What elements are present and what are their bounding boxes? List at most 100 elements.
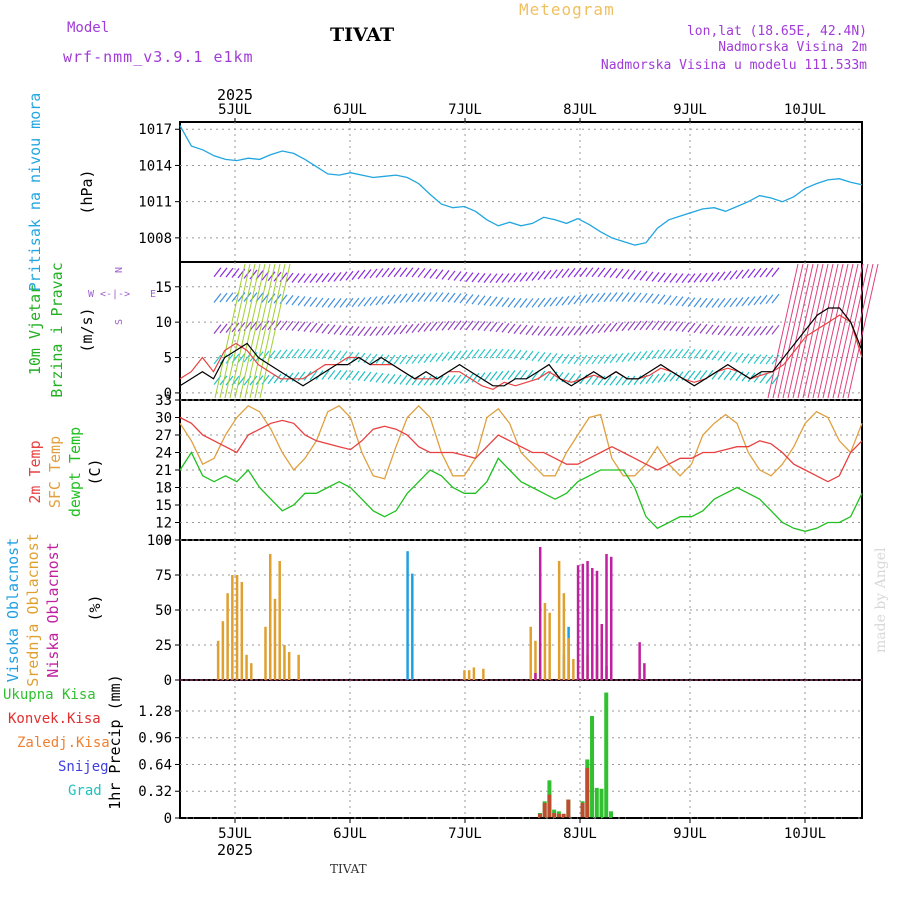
- wind-barb: [681, 273, 690, 284]
- wind-barb: [645, 320, 654, 331]
- precip-bar-total: [594, 787, 599, 818]
- temp-sfc-label: SFC Temp: [46, 436, 64, 508]
- wind-barb: [417, 353, 426, 364]
- wind-barb: [615, 353, 624, 363]
- wind-barb: [291, 295, 300, 306]
- wind-barb: [639, 292, 648, 303]
- wind-barb: [465, 272, 474, 282]
- wind-barb: [579, 354, 588, 365]
- temp-unit-label: (C): [86, 458, 104, 485]
- wind-barb: [423, 322, 432, 332]
- wind-barb: [627, 269, 636, 280]
- lonlat-text: lon,lat (18.65E, 42.4N): [686, 24, 867, 39]
- cloud-bar-low: [638, 642, 641, 680]
- wind-barb: [447, 270, 456, 281]
- precip-legend-item: Ukupna Kisa: [3, 687, 96, 703]
- wind-barb: [621, 352, 630, 363]
- wind-barb: [369, 372, 378, 382]
- top-day-label: 7JUL: [448, 102, 482, 118]
- wind-barb: [477, 272, 486, 283]
- cloud-bar-mid: [231, 575, 234, 680]
- cloud-bar-mid: [216, 640, 220, 680]
- wind-barb: [375, 326, 384, 336]
- wind-barb: [543, 269, 552, 280]
- wind-barb: [327, 369, 336, 380]
- wind-barb: [279, 320, 288, 331]
- wind-barb: [357, 297, 366, 307]
- wind-barb: [687, 297, 696, 307]
- wind-barb: [435, 352, 444, 362]
- wind-barb: [579, 325, 588, 335]
- wind-barb: [351, 326, 360, 336]
- wind-speed-line: [179, 307, 863, 387]
- wind-barb: [327, 324, 336, 335]
- wind-barb: [261, 350, 270, 361]
- wind-barb-strong: [244, 263, 276, 399]
- wind-barb: [585, 267, 594, 278]
- precip-ytick-label: 0.32: [138, 784, 172, 800]
- wind-barb-strong: [234, 263, 266, 399]
- wind-barb: [225, 292, 234, 303]
- cloud-ytick-label: 75: [155, 568, 172, 584]
- wind-barb: [405, 323, 414, 334]
- wind-barb: [381, 373, 390, 384]
- wind-barb: [441, 375, 450, 386]
- wind-barb: [297, 321, 306, 332]
- top-day-label: 8JUL: [563, 102, 597, 118]
- wind-barb-strong: [822, 263, 854, 399]
- wind-barb: [555, 268, 564, 279]
- cloud-bar-mid: [245, 654, 248, 680]
- wind-barb: [693, 349, 702, 359]
- wind-barb: [411, 354, 420, 364]
- wind-barb: [717, 271, 726, 282]
- precip-bar-convective: [580, 802, 585, 818]
- wind-barb: [483, 273, 492, 283]
- wind-barb: [297, 296, 306, 306]
- wind-barb: [513, 272, 522, 283]
- wind-barb: [735, 269, 744, 280]
- wind-barb: [579, 294, 588, 304]
- page-title: TIVAT: [330, 24, 395, 46]
- wind-barb: [543, 297, 552, 308]
- wind-barb: [693, 323, 702, 334]
- wind-barb: [405, 292, 414, 303]
- wind-barb: [411, 267, 420, 278]
- wind-barb: [651, 320, 660, 331]
- wind-barb: [237, 292, 246, 302]
- precip-axis-label: 1hr Precip (mm): [106, 674, 124, 809]
- wind-barb: [471, 320, 480, 331]
- wind-axis-label: 10m Vjetar: [26, 285, 44, 375]
- wind-barb-strong: [802, 263, 834, 399]
- top-day-label: 10JUL: [784, 102, 826, 118]
- cloud-bar-low: [586, 561, 589, 680]
- wind-barb: [759, 373, 768, 384]
- cloud-bar-mid: [562, 593, 566, 680]
- wind-barb: [393, 267, 402, 278]
- wind-barb: [555, 326, 564, 337]
- wind-barb: [219, 323, 228, 334]
- wind-barb: [507, 370, 516, 380]
- wind-barb: [747, 326, 756, 337]
- wind-barb: [609, 268, 618, 278]
- wind-barb: [531, 351, 540, 362]
- wind-barb: [219, 292, 228, 303]
- wind-barb: [519, 298, 528, 308]
- wind-barb: [423, 375, 432, 386]
- wind-barb: [717, 370, 726, 380]
- wind-barb: [447, 351, 456, 361]
- wind-barb: [555, 296, 564, 307]
- wind-barb: [663, 295, 672, 305]
- wind-barb: [495, 273, 504, 284]
- wind-barb: [633, 292, 642, 303]
- wind-barb: [681, 348, 690, 359]
- wind-barb: [429, 268, 438, 279]
- wind-barb: [615, 375, 624, 386]
- wind-barb: [627, 375, 636, 386]
- wind-barb: [741, 353, 750, 364]
- wind-barb: [369, 326, 378, 337]
- wind-barb: [759, 267, 768, 278]
- wind-barb: [411, 292, 420, 303]
- wind-barb: [759, 354, 768, 365]
- temp-ytick-label: 24: [155, 446, 172, 462]
